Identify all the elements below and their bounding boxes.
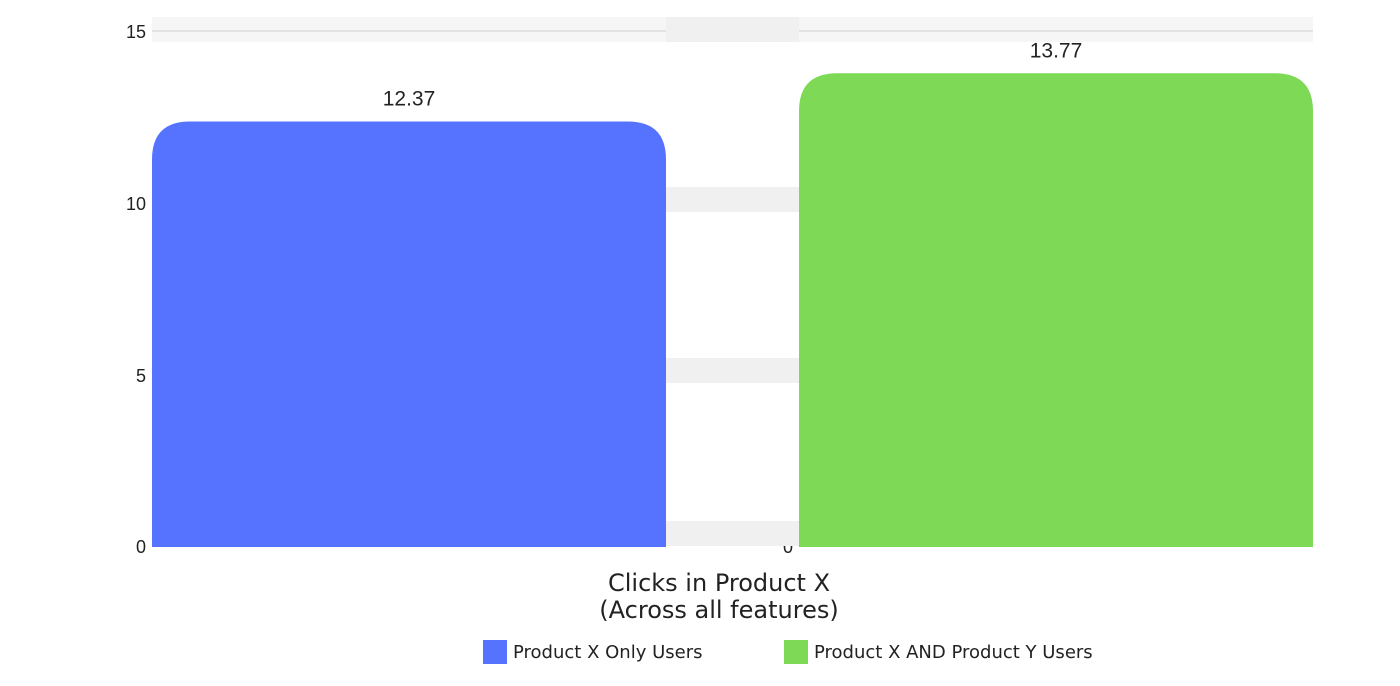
gap-band [666, 358, 799, 383]
legend-label: Product X AND Product Y Users [814, 641, 1093, 663]
x-axis-title-line-1: Clicks in Product X [608, 569, 830, 597]
panel-product-x-and-y: 15 10 5 0 13.77 [773, 17, 1313, 557]
legend-swatch [483, 640, 507, 664]
y-tick-label: 10 [126, 194, 146, 214]
gap-band [666, 187, 799, 212]
top-band [152, 17, 666, 42]
gap-band [666, 521, 799, 546]
y-tick-label: 15 [126, 22, 146, 42]
data-label: 12.37 [383, 87, 436, 110]
panel-product-x-only: 15 10 5 0 12.37 [126, 17, 666, 557]
y-tick-label: 0 [783, 537, 793, 557]
top-band [799, 17, 1313, 42]
legend: Product X Only Users Product X AND Produ… [0, 640, 1400, 672]
bar-product-x-only [152, 121, 666, 548]
y-tick-label: 5 [136, 366, 146, 386]
gap-band [666, 17, 799, 42]
y-tick-label: 0 [136, 537, 146, 557]
data-label: 13.77 [1030, 39, 1083, 62]
x-axis-title-line-2: (Across all features) [599, 596, 838, 624]
bar-product-x-and-y [799, 73, 1313, 547]
legend-item-product-x-only[interactable]: Product X Only Users [483, 640, 702, 664]
legend-swatch [784, 640, 808, 664]
legend-item-product-x-and-y[interactable]: Product X AND Product Y Users [784, 640, 1093, 664]
legend-label: Product X Only Users [513, 641, 703, 663]
